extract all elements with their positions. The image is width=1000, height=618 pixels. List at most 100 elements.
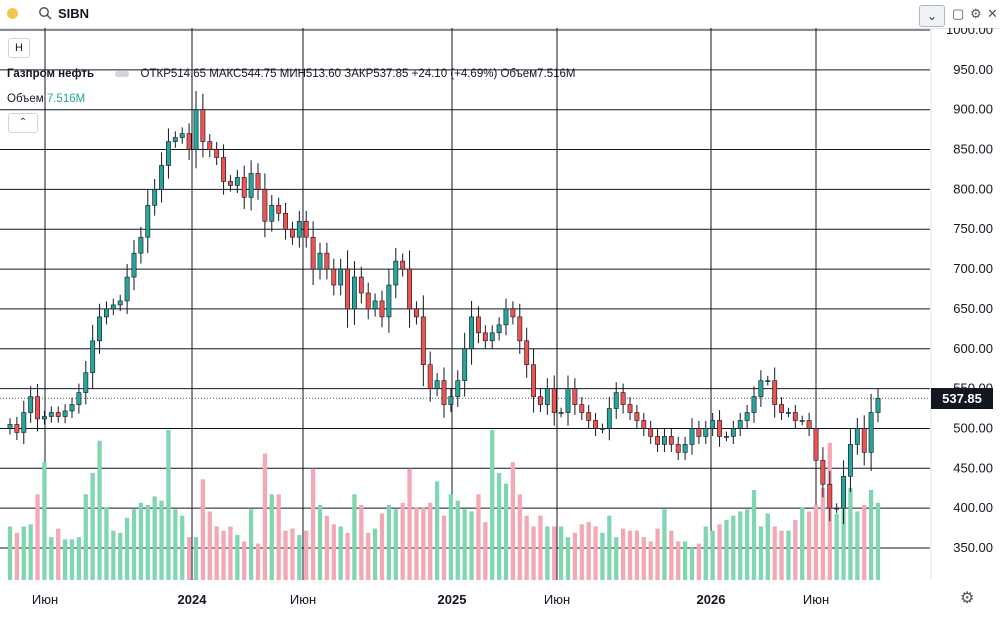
price-chart[interactable]: 1000.00 950.00 900.00 850.00 800.00 750.00 700… [0, 22, 1000, 613]
volume-bar [689, 547, 695, 580]
y-tick-label: 750.00 [953, 221, 993, 236]
candle-body [28, 396, 34, 413]
candle-body [565, 388, 571, 413]
candle-body [55, 412, 61, 417]
close-icon[interactable]: ✕ [987, 6, 998, 21]
candle-body [806, 420, 812, 429]
candle-body [772, 380, 778, 405]
candle-body [159, 165, 164, 190]
volume-bar [848, 487, 853, 580]
candle-body [234, 177, 240, 186]
collapse-legend-button[interactable]: ⌃ [8, 113, 38, 133]
dropdown-button[interactable]: ⌄ [919, 5, 945, 27]
volume-bar [524, 515, 529, 580]
volume-bar [862, 505, 867, 580]
status-dot-icon [7, 8, 18, 19]
candle-body [317, 252, 323, 270]
volume-bar [248, 509, 254, 580]
candle-body [489, 332, 495, 342]
volume-bar [276, 494, 281, 580]
volume-bar [104, 507, 109, 580]
chart-area[interactable]: 1000.00 950.00 900.00 850.00 800.00 750.00 700… [0, 22, 1000, 613]
volume-bar [193, 537, 199, 580]
x-tick-label: Июн [290, 592, 316, 607]
volume-bar [207, 511, 212, 580]
volume-bar [42, 462, 47, 580]
candle-body [310, 236, 316, 270]
volume-bar [648, 541, 653, 580]
candle-body [682, 444, 688, 453]
candle-body [14, 424, 20, 433]
settings-icon[interactable]: ⚙ [960, 590, 975, 607]
candle-body [393, 260, 399, 286]
candle-body [358, 276, 364, 294]
candle-body [841, 475, 846, 509]
volume-bar [875, 502, 881, 580]
volume-bar [414, 507, 419, 580]
candle-body [379, 300, 385, 318]
y-tick-label: 850.00 [953, 142, 993, 157]
volume-bar [813, 505, 819, 580]
candle-body [76, 392, 82, 405]
volume-label: Объем [7, 93, 44, 105]
volume-bar [744, 509, 750, 580]
candle-body [593, 420, 598, 429]
volume-bar [717, 524, 722, 580]
candle-body [710, 420, 716, 429]
x-tick-label: Июн [803, 592, 829, 607]
legend-toggle-icon[interactable] [115, 70, 130, 77]
candle-body [868, 412, 874, 453]
volume-bar [545, 526, 550, 580]
volume-bar [462, 509, 467, 580]
volume-bar [641, 537, 646, 580]
volume-bar [124, 517, 130, 580]
candle-body [668, 436, 674, 445]
candle-body [7, 424, 13, 429]
candle-body [303, 220, 309, 238]
volume-bar [304, 530, 309, 580]
candle-body [648, 428, 654, 437]
gear-icon[interactable]: ⚙ [970, 6, 982, 21]
y-tick-label: 600.00 [953, 341, 993, 356]
candle-body [21, 412, 27, 433]
candle-body [117, 300, 123, 306]
candle-body [83, 372, 89, 393]
candle-body [820, 460, 826, 485]
candle-body [145, 205, 151, 238]
window-icon[interactable]: ▢ [952, 6, 965, 21]
candle-body [186, 133, 192, 150]
volume-bar [28, 524, 33, 580]
volume-bar [324, 515, 330, 580]
candle-body [606, 408, 612, 429]
volume-bar [772, 526, 777, 580]
y-tick-label: 900.00 [953, 102, 993, 117]
candle-body [482, 332, 488, 342]
candle-body [331, 268, 337, 286]
candle-body [166, 141, 171, 166]
candle-body [792, 412, 798, 421]
candle-body [779, 404, 784, 413]
volume-bar [228, 526, 233, 580]
volume-bar [793, 520, 798, 580]
candle-body [875, 397, 881, 413]
candle-body [558, 412, 564, 414]
x-tick-label: 2025 [438, 592, 467, 607]
volume-bar [290, 528, 295, 580]
volume-bar [483, 522, 488, 580]
volume-bar [393, 509, 398, 580]
volume-bar [386, 505, 392, 580]
x-tick-label: 2026 [697, 592, 726, 607]
symbol-search-input[interactable]: SIBN [58, 6, 90, 21]
candle-body [324, 252, 330, 270]
volume-bar [786, 530, 791, 580]
candle-body [496, 324, 502, 334]
volume-bar [669, 530, 674, 580]
x-tick-label: Июн [32, 592, 58, 607]
h-button[interactable]: H [8, 38, 30, 58]
candle-body [462, 348, 468, 381]
y-tick-label: 400.00 [953, 500, 993, 515]
candle-body [110, 304, 116, 310]
candle-body [62, 410, 68, 417]
volume-bar [352, 494, 357, 580]
search-icon[interactable] [38, 6, 52, 20]
